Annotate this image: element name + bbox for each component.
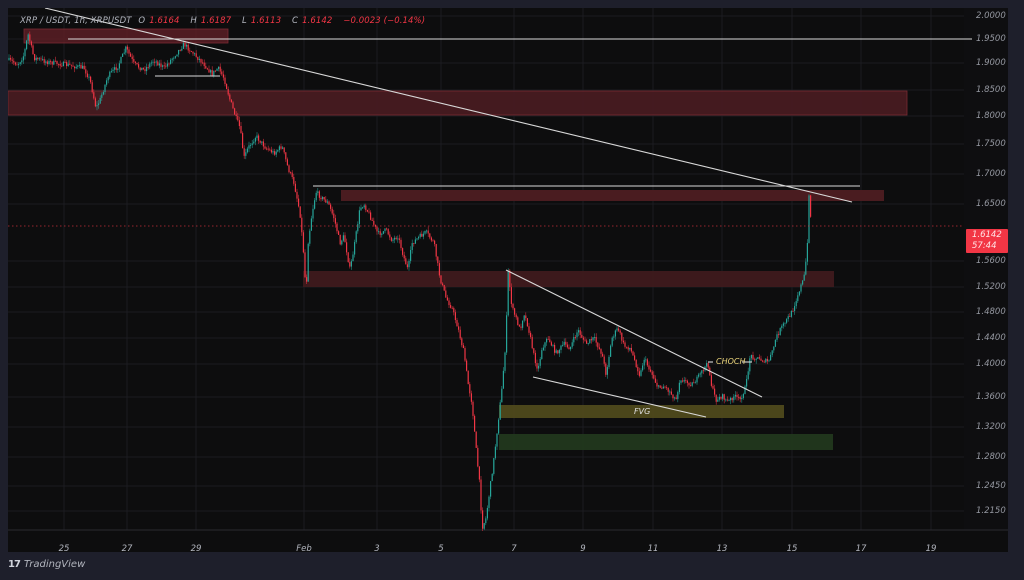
wedge-lower-line[interactable] bbox=[532, 376, 707, 418]
candlesticks bbox=[8, 31, 812, 531]
high-label: H bbox=[190, 16, 197, 26]
price-tick-label: 1.3200 bbox=[976, 422, 1006, 432]
time-tick-label: 13 bbox=[716, 544, 728, 554]
wedge-upper-line[interactable] bbox=[505, 269, 763, 398]
chart-container[interactable]: XRP / USDT, 1h, XRPUSDT O 1.6164 H 1.6187 … bbox=[8, 8, 1008, 554]
price-tick-label: 1.3600 bbox=[976, 392, 1006, 402]
price-tick-label: 1.7500 bbox=[976, 139, 1006, 149]
fvg-zone[interactable] bbox=[499, 405, 784, 418]
price-tick-label: 2.0000 bbox=[976, 11, 1006, 21]
time-tick-label: 7 bbox=[511, 544, 517, 554]
price-tick-label: 1.5200 bbox=[976, 282, 1006, 292]
high-value: 1.6187 bbox=[200, 16, 232, 26]
supply-zone-mid[interactable] bbox=[303, 271, 834, 287]
tradingview-logo-icon: 17 bbox=[8, 559, 21, 570]
price-tick-label: 1.8000 bbox=[976, 111, 1006, 121]
tradingview-brand: TradingView bbox=[23, 559, 86, 570]
last-price-value: 1.6142 bbox=[972, 230, 1002, 240]
drawings bbox=[44, 8, 972, 418]
price-tick-label: 1.4400 bbox=[976, 333, 1006, 343]
bar-countdown: 57:44 bbox=[972, 241, 997, 251]
tradingview-footer[interactable]: 17 TradingView bbox=[8, 559, 85, 570]
price-tick-label: 1.9000 bbox=[976, 58, 1006, 68]
price-tick-label: 1.4000 bbox=[976, 359, 1006, 369]
price-tick-label: 1.8500 bbox=[976, 85, 1006, 95]
time-tick-label: 11 bbox=[647, 544, 659, 554]
close-value: 1.6142 bbox=[302, 16, 333, 26]
price-tick-label: 1.4800 bbox=[976, 307, 1006, 317]
time-tick-label: 9 bbox=[580, 544, 586, 554]
time-tick-label: 17 bbox=[855, 544, 867, 554]
price-tick-label: 1.7000 bbox=[976, 169, 1006, 179]
choch-label: CHOCH bbox=[716, 357, 746, 366]
time-tick-label: 15 bbox=[786, 544, 798, 554]
time-tick-label: 29 bbox=[190, 544, 202, 554]
supply-zone-top-left[interactable] bbox=[23, 28, 229, 44]
symbol-title: XRP / USDT, 1h, XRPUSDT bbox=[20, 16, 132, 26]
close-label: C bbox=[292, 16, 299, 26]
time-tick-label: Feb bbox=[296, 544, 312, 554]
descending-trendline[interactable] bbox=[44, 8, 853, 203]
price-tick-label: 1.2450 bbox=[976, 481, 1006, 491]
grid-lines bbox=[8, 8, 964, 530]
time-tick-label: 3 bbox=[374, 544, 380, 554]
fvg-label: FVG bbox=[634, 407, 651, 416]
supply-zone-upper[interactable] bbox=[8, 90, 908, 116]
open-label: O bbox=[138, 16, 146, 26]
symbol-legend[interactable]: XRP / USDT, 1h, XRPUSDT O 1.6164 H 1.6187 … bbox=[20, 16, 429, 26]
open-value: 1.6164 bbox=[149, 16, 180, 26]
price-tick-label: 1.6500 bbox=[976, 199, 1006, 209]
change-value: −0.0023 (−0.14%) bbox=[343, 16, 426, 26]
price-axis[interactable] bbox=[964, 8, 1008, 530]
time-tick-label: 27 bbox=[121, 544, 133, 554]
zones bbox=[8, 28, 908, 450]
price-tick-label: 1.9500 bbox=[976, 34, 1006, 44]
supply-zone-resistance[interactable] bbox=[341, 190, 884, 201]
price-tick-label: 1.2150 bbox=[976, 506, 1006, 516]
price-tick-label: 1.2800 bbox=[976, 452, 1006, 462]
last-price-badge: 1.6142 57:44 bbox=[966, 229, 1008, 253]
time-tick-label: 25 bbox=[58, 544, 70, 554]
price-chart-canvas[interactable] bbox=[8, 8, 1008, 552]
low-label: L bbox=[242, 16, 247, 26]
time-tick-label: 5 bbox=[438, 544, 444, 554]
low-value: 1.6113 bbox=[250, 16, 282, 26]
demand-zone[interactable] bbox=[499, 434, 833, 450]
price-tick-label: 1.5600 bbox=[976, 256, 1006, 266]
time-tick-label: 19 bbox=[925, 544, 937, 554]
